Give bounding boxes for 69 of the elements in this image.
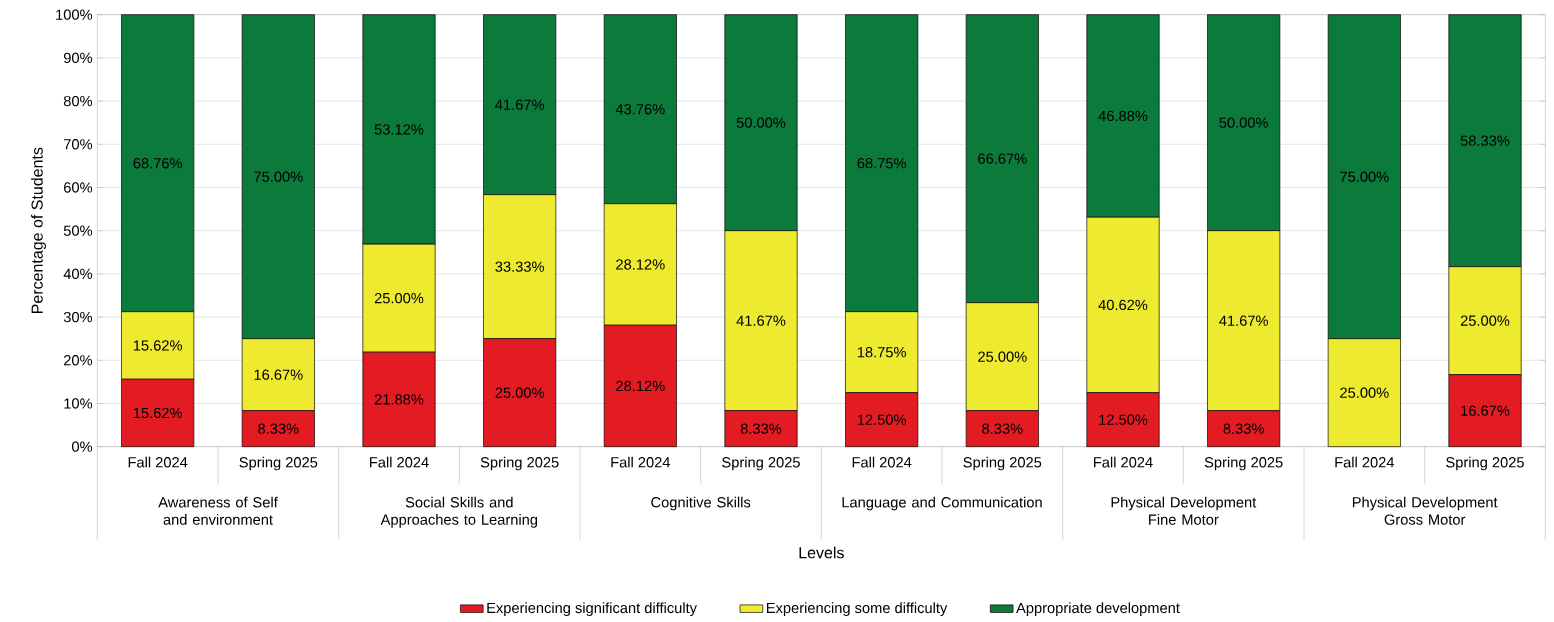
data-label: 25.00% bbox=[1460, 315, 1510, 326]
x-tick-label: Fall 2024 bbox=[1094, 456, 1153, 468]
data-label: 53.12% bbox=[374, 124, 424, 135]
data-label: 8.33% bbox=[740, 423, 782, 434]
x-tick-label: Fall 2024 bbox=[128, 456, 188, 468]
data-label: 46.88% bbox=[1098, 110, 1148, 122]
data-label: 41.67% bbox=[736, 315, 786, 326]
data-label: 68.75% bbox=[857, 157, 906, 169]
data-label: 50.00% bbox=[736, 117, 786, 128]
data-label: 68.76% bbox=[133, 158, 182, 169]
data-label: 25.00% bbox=[978, 351, 1027, 362]
x-tick-label: Spring 2025 bbox=[480, 456, 559, 471]
data-label: 21.88% bbox=[374, 394, 424, 405]
data-label: 16.67% bbox=[254, 369, 303, 380]
text: Physical Development Fine Motor bbox=[1111, 496, 1257, 525]
y-tick-label: 10% bbox=[64, 398, 93, 409]
data-label: 8.33% bbox=[1223, 423, 1264, 434]
data-label: 40.62% bbox=[1098, 299, 1148, 311]
y-tick-label: 40% bbox=[63, 268, 93, 280]
x-tick-label: Fall 2024 bbox=[611, 456, 671, 468]
legend-label: Appropriate development bbox=[1016, 602, 1180, 617]
x-tick-label: Spring 2025 bbox=[963, 456, 1042, 471]
x-tick-label: Fall 2024 bbox=[852, 456, 912, 468]
y-tick-label: 20% bbox=[64, 355, 93, 366]
data-label: 33.33% bbox=[495, 261, 544, 272]
data-label: 15.62% bbox=[133, 340, 182, 351]
text: Physical Development Gross Motor bbox=[1352, 496, 1498, 525]
data-label: 58.33% bbox=[1460, 135, 1510, 146]
text: Awareness of Self and environment bbox=[158, 496, 278, 525]
data-label: 28.12% bbox=[616, 259, 665, 270]
data-label: 28.12% bbox=[616, 380, 665, 392]
y-tick-label: 50% bbox=[63, 225, 93, 236]
data-label: 41.67% bbox=[495, 99, 544, 110]
y-tick-label: 0% bbox=[71, 441, 93, 452]
data-label: 41.67% bbox=[1219, 315, 1268, 326]
data-label: 16.67% bbox=[1461, 405, 1510, 416]
y-tick-label: 70% bbox=[64, 139, 93, 150]
data-label: 43.76% bbox=[615, 104, 665, 115]
data-label: 15.62% bbox=[133, 407, 182, 419]
data-label: 75.00% bbox=[1340, 171, 1389, 182]
text: Language and Communication bbox=[842, 496, 1042, 511]
data-label: 8.33% bbox=[982, 423, 1023, 434]
x-tick-label: Spring 2025 bbox=[722, 456, 800, 471]
legend-label: Experiencing significant difficulty bbox=[487, 602, 697, 617]
y-tick-label: 90% bbox=[63, 52, 93, 64]
y-axis-title: Percentage of Students bbox=[31, 147, 46, 313]
x-tick-label: Fall 2024 bbox=[1335, 456, 1395, 468]
data-label: 18.75% bbox=[857, 346, 906, 358]
data-label: 75.00% bbox=[254, 171, 303, 182]
x-tick-label: Spring 2025 bbox=[1204, 456, 1283, 471]
data-label: 12.50% bbox=[1099, 414, 1148, 425]
x-tick-label: Fall 2024 bbox=[370, 456, 429, 468]
y-tick-label: 80% bbox=[63, 95, 93, 107]
text: Social Skills and Approaches to Learning bbox=[380, 496, 538, 528]
y-tick-label: 60% bbox=[64, 182, 93, 193]
data-label: 66.67% bbox=[978, 153, 1027, 164]
x-tick-label: Spring 2025 bbox=[1446, 456, 1524, 471]
x-tick-label: Spring 2025 bbox=[239, 456, 318, 471]
data-label: 25.00% bbox=[495, 387, 544, 398]
data-label: 50.00% bbox=[1219, 117, 1268, 128]
x-axis-title: Levels bbox=[799, 546, 844, 559]
data-label: 25.00% bbox=[1340, 387, 1389, 398]
y-tick-label: 30% bbox=[63, 311, 93, 323]
data-label: 25.00% bbox=[374, 292, 424, 304]
data-label: 8.33% bbox=[258, 423, 299, 434]
text: Cognitive Skills bbox=[651, 496, 751, 511]
data-label: 12.50% bbox=[857, 414, 906, 425]
y-tick-label: 100% bbox=[56, 9, 93, 20]
legend-label: Experiencing some difficulty bbox=[767, 602, 948, 617]
